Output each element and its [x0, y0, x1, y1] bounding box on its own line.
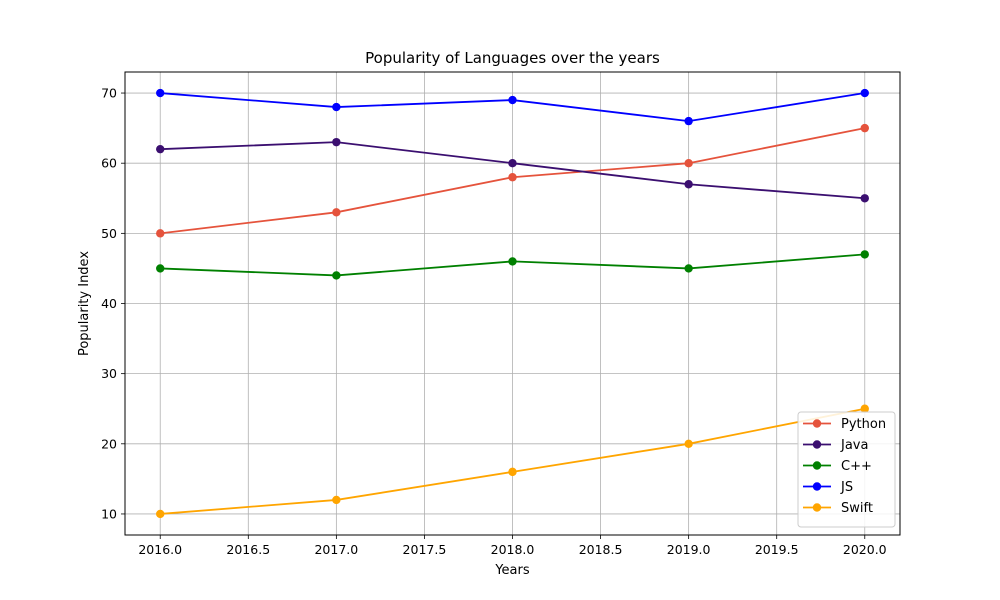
- data-point-swift: [684, 439, 693, 449]
- legend-item: Swift: [803, 501, 873, 516]
- x-tick-label: 2017.0: [314, 542, 358, 557]
- x-axis: 2016.0 2016.5 2017.0 2017.5 2018.0 2018.5 2019…: [138, 535, 887, 557]
- legend-swatch-marker: [812, 419, 822, 428]
- legend-item: JS: [803, 480, 853, 495]
- data-point-java: [156, 144, 165, 154]
- data-point-cplusplus: [684, 264, 693, 273]
- legend-swatch-marker: [812, 440, 822, 449]
- data-point-swift: [156, 509, 165, 519]
- series-js: [156, 88, 869, 126]
- data-point-cplusplus: [332, 271, 341, 280]
- y-axis: 10 20 30 40 50 60 70: [101, 86, 125, 521]
- x-tick-label: 2019.0: [667, 542, 711, 557]
- legend-item: Java: [803, 438, 868, 453]
- y-tick-label: 60: [101, 156, 117, 171]
- legend-label: Swift: [841, 501, 873, 516]
- y-tick-label: 50: [101, 226, 117, 241]
- legend-swatch-marker: [812, 503, 822, 512]
- x-tick-label: 2020.0: [843, 542, 887, 557]
- series-java: [156, 137, 869, 203]
- data-point-python: [156, 229, 165, 238]
- x-axis-label: Years: [494, 563, 530, 578]
- data-point-python: [860, 123, 869, 133]
- data-point-cplusplus: [508, 257, 517, 266]
- data-point-js: [156, 88, 165, 98]
- legend-label: Python: [841, 417, 886, 432]
- x-tick-label: 2016.5: [226, 542, 270, 557]
- legend-item: C++: [803, 459, 872, 474]
- series-python: [156, 123, 869, 238]
- legend-item: Python: [803, 417, 886, 432]
- data-point-cplusplus: [156, 264, 165, 273]
- data-point-js: [684, 116, 693, 126]
- y-tick-label: 70: [101, 86, 117, 101]
- y-axis-label: Popularity Index: [77, 251, 92, 356]
- series-swift: [156, 404, 869, 519]
- x-tick-label: 2018.5: [579, 542, 623, 557]
- legend: Python Java C++ JS Swift: [797, 411, 896, 528]
- data-point-java: [508, 158, 517, 168]
- x-tick-label: 2018.0: [491, 542, 535, 557]
- y-tick-label: 40: [101, 296, 117, 311]
- y-tick-label: 10: [101, 506, 117, 521]
- data-point-python: [332, 208, 341, 217]
- data-point-js: [508, 95, 517, 105]
- series-layer: [156, 88, 869, 519]
- x-tick-label: 2017.5: [403, 542, 447, 557]
- data-point-java: [332, 137, 341, 147]
- data-point-python: [684, 158, 693, 168]
- legend-label: JS: [840, 480, 853, 495]
- y-tick-label: 20: [101, 436, 117, 451]
- x-tick-label: 2019.5: [755, 542, 799, 557]
- legend-label: Java: [840, 438, 868, 453]
- data-point-python: [508, 173, 517, 182]
- legend-swatch-marker: [812, 461, 822, 470]
- legend-box: [797, 411, 896, 528]
- data-point-cplusplus: [860, 250, 869, 259]
- y-tick-label: 30: [101, 366, 117, 381]
- data-point-java: [684, 180, 693, 189]
- legend-swatch-marker: [812, 482, 822, 491]
- data-point-swift: [860, 404, 869, 413]
- data-point-swift: [508, 467, 517, 477]
- legend-label: C++: [841, 459, 872, 474]
- series-cplusplus: [156, 250, 869, 280]
- x-tick-label: 2016.0: [138, 542, 182, 557]
- data-point-java: [860, 194, 869, 203]
- chart-title: Popularity of Languages over the years: [365, 49, 660, 67]
- data-point-swift: [332, 495, 341, 505]
- data-point-js: [332, 102, 341, 112]
- data-point-js: [860, 88, 869, 98]
